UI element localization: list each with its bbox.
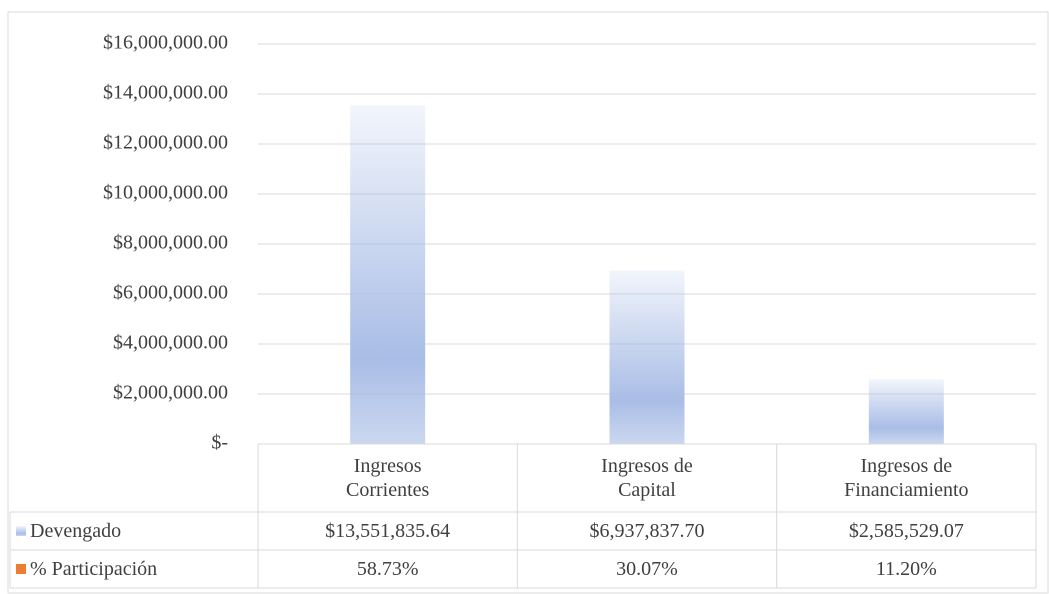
data-label: $6,937,837.70 [517, 512, 776, 550]
y-tick-label: $16,000,000.00 [103, 32, 228, 54]
x-tick-label: Ingresos de Capital [517, 444, 776, 512]
legend-label: Devengado [30, 512, 258, 550]
y-tick-label: $12,000,000.00 [103, 132, 228, 154]
legend-label-text: % Participación [30, 558, 158, 580]
y-tick-label: $6,000,000.00 [113, 282, 228, 304]
data-label-text: 30.07% [616, 558, 678, 580]
legend-label: % Participación [30, 550, 258, 588]
data-label: 30.07% [517, 550, 776, 588]
y-tick-label: $8,000,000.00 [113, 232, 228, 254]
x-tick-label: Ingresos Corrientes [258, 444, 517, 512]
y-tick-label: $4,000,000.00 [113, 332, 228, 354]
data-label: 11.20% [777, 550, 1036, 588]
x-tick-label-text: Ingresos Corrientes [346, 455, 430, 501]
data-label: $2,585,529.07 [777, 512, 1036, 550]
y-tick-label: $14,000,000.00 [103, 82, 228, 104]
bar [868, 379, 944, 444]
x-tick-label: Ingresos de Financiamiento [777, 444, 1036, 512]
legend-key [16, 526, 26, 536]
x-tick-label-text: Ingresos de Capital [601, 455, 693, 501]
legend-label-text: Devengado [30, 520, 122, 542]
data-label-text: $6,937,837.70 [589, 520, 705, 542]
data-label: $13,551,835.64 [258, 512, 517, 550]
bar [350, 105, 426, 445]
data-label-text: $13,551,835.64 [325, 520, 451, 542]
y-tick-label: $2,000,000.00 [113, 382, 228, 404]
data-label-text: 58.73% [356, 558, 419, 580]
bar [609, 270, 685, 444]
legend-key [16, 564, 26, 574]
x-tick-label-text: Ingresos de Financiamiento [844, 455, 969, 501]
data-label-text: $2,585,529.07 [848, 520, 964, 542]
y-tick-label: $- [211, 432, 228, 454]
y-tick-label: $10,000,000.00 [103, 182, 228, 204]
data-label: 58.73% [258, 550, 517, 588]
data-label-text: 11.20% [875, 558, 937, 580]
chart-frame [7, 11, 1049, 594]
